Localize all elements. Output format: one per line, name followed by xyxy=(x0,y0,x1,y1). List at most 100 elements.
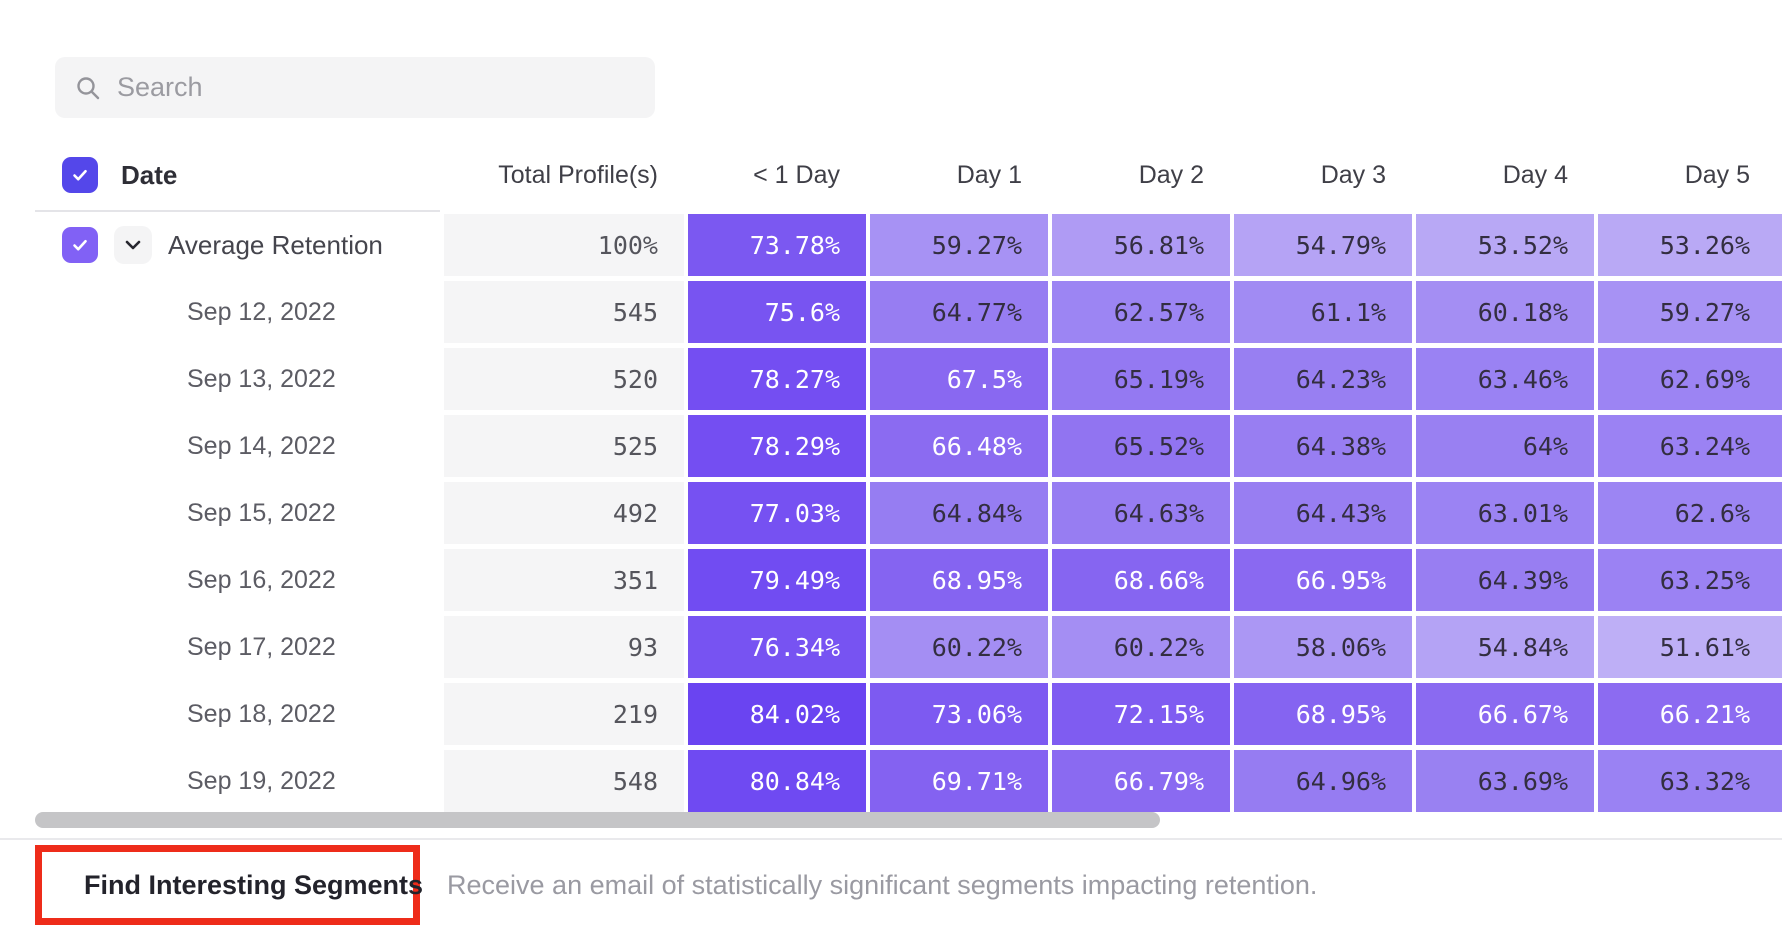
total-profiles-cell: 548 xyxy=(444,750,684,812)
checkmark-icon xyxy=(73,239,87,251)
header-divider xyxy=(35,210,440,212)
retention-value-cell[interactable]: 65.52% xyxy=(1052,415,1230,477)
retention-value-cell[interactable]: 68.66% xyxy=(1052,549,1230,611)
retention-value-cell[interactable]: 53.52% xyxy=(1416,214,1594,276)
retention-value-cell[interactable]: 66.79% xyxy=(1052,750,1230,812)
search-input[interactable] xyxy=(117,72,635,103)
column-header-day-2: Day 2 xyxy=(1138,160,1204,189)
table-row: Sep 14, 2022 525 78.29% 66.48% 65.52% 64.38% 6… xyxy=(0,415,1782,477)
retention-value-cell[interactable]: 59.27% xyxy=(870,214,1048,276)
clipped-next-column-cell xyxy=(1776,750,1782,812)
retention-value-cell[interactable]: 59.27% xyxy=(1598,281,1776,343)
expand-collapse-button[interactable] xyxy=(114,226,152,264)
retention-value-cell[interactable]: 63.25% xyxy=(1598,549,1776,611)
table-row: Sep 18, 2022 219 84.02% 73.06% 72.15% 68.95% 6… xyxy=(0,683,1782,745)
retention-value-cell[interactable]: 76.34% xyxy=(688,616,866,678)
retention-value-cell[interactable]: 65.19% xyxy=(1052,348,1230,410)
column-header-day-4: Day 4 xyxy=(1502,160,1568,189)
find-interesting-segments-button[interactable]: Find Interesting Segments xyxy=(84,869,424,900)
retention-value-cell[interactable]: 53.26% xyxy=(1598,214,1776,276)
row-label-cell: Average Retention xyxy=(35,214,440,276)
retention-value-cell[interactable]: 56.81% xyxy=(1052,214,1230,276)
retention-value-cell[interactable]: 68.95% xyxy=(870,549,1048,611)
retention-value-cell[interactable]: 64.96% xyxy=(1234,750,1412,812)
table-row: Sep 17, 2022 93 76.34% 60.22% 60.22% 58.06% 54… xyxy=(0,616,1782,678)
retention-value-cell[interactable]: 67.5% xyxy=(870,348,1048,410)
search-box[interactable] xyxy=(55,57,655,118)
retention-value-cell[interactable]: 60.18% xyxy=(1416,281,1594,343)
retention-value-cell[interactable]: 68.95% xyxy=(1234,683,1412,745)
total-profiles-cell: 520 xyxy=(444,348,684,410)
chevron-down-icon xyxy=(125,240,141,250)
retention-value-cell[interactable]: 54.84% xyxy=(1416,616,1594,678)
retention-value-cell[interactable]: 64.84% xyxy=(870,482,1048,544)
find-interesting-segments-annotation[interactable]: Find Interesting Segments xyxy=(35,845,424,925)
retention-value-cell[interactable]: 63.46% xyxy=(1416,348,1594,410)
retention-value-cell[interactable]: 61.1% xyxy=(1234,281,1412,343)
retention-value-cell[interactable]: 64.38% xyxy=(1234,415,1412,477)
retention-value-cell[interactable]: 63.24% xyxy=(1598,415,1776,477)
retention-value-cell[interactable]: 66.95% xyxy=(1234,549,1412,611)
clipped-next-column-cell xyxy=(1776,415,1782,477)
retention-value-cell[interactable]: 64.77% xyxy=(870,281,1048,343)
clipped-next-column-cell xyxy=(1776,214,1782,276)
retention-value-cell[interactable]: 66.67% xyxy=(1416,683,1594,745)
column-header-lt-1-day: < 1 Day xyxy=(753,160,840,189)
retention-value-cell[interactable]: 62.57% xyxy=(1052,281,1230,343)
row-label-cell: Sep 19, 2022 xyxy=(35,750,440,812)
retention-value-cell[interactable]: 78.27% xyxy=(688,348,866,410)
retention-value-cell[interactable]: 80.84% xyxy=(688,750,866,812)
table-row: Sep 12, 2022 545 75.6% 64.77% 62.57% 61.1% 60.… xyxy=(0,281,1782,343)
clipped-next-column-cell xyxy=(1776,549,1782,611)
date-label: Sep 19, 2022 xyxy=(187,766,336,795)
row-label-cell: Sep 12, 2022 xyxy=(35,281,440,343)
retention-value-cell[interactable]: 84.02% xyxy=(688,683,866,745)
retention-value-cell[interactable]: 66.21% xyxy=(1598,683,1776,745)
row-label-cell: Sep 15, 2022 xyxy=(35,482,440,544)
retention-value-cell[interactable]: 64.63% xyxy=(1052,482,1230,544)
average-retention-label: Average Retention xyxy=(168,229,383,260)
retention-value-cell[interactable]: 63.69% xyxy=(1416,750,1594,812)
retention-value-cell[interactable]: 54.79% xyxy=(1234,214,1412,276)
search-icon xyxy=(77,76,100,99)
table-body: Average Retention 100% 73.78% 59.27% 56.81% 5… xyxy=(0,214,1782,817)
table-row: Sep 13, 2022 520 78.27% 67.5% 65.19% 64.23% 63… xyxy=(0,348,1782,410)
retention-value-cell[interactable]: 64.23% xyxy=(1234,348,1412,410)
column-header-total-profiles: Total Profile(s) xyxy=(498,160,658,189)
retention-value-cell[interactable]: 73.06% xyxy=(870,683,1048,745)
row-label-cell: Sep 13, 2022 xyxy=(35,348,440,410)
retention-value-cell[interactable]: 64.39% xyxy=(1416,549,1594,611)
segments-description: Receive an email of statistically signif… xyxy=(447,869,1318,900)
retention-value-cell[interactable]: 72.15% xyxy=(1052,683,1230,745)
retention-value-cell[interactable]: 58.06% xyxy=(1234,616,1412,678)
retention-value-cell[interactable]: 64% xyxy=(1416,415,1594,477)
retention-value-cell[interactable]: 51.61% xyxy=(1598,616,1776,678)
retention-value-cell[interactable]: 78.29% xyxy=(688,415,866,477)
column-header-date: Date xyxy=(121,159,178,190)
table-row: Sep 19, 2022 548 80.84% 69.71% 66.79% 64.96% 6… xyxy=(0,750,1782,812)
retention-value-cell[interactable]: 77.03% xyxy=(688,482,866,544)
retention-value-cell[interactable]: 62.6% xyxy=(1598,482,1776,544)
retention-value-cell[interactable]: 63.01% xyxy=(1416,482,1594,544)
column-header-day-5: Day 5 xyxy=(1684,160,1750,189)
checkmark-icon xyxy=(73,169,87,181)
retention-value-cell[interactable]: 62.69% xyxy=(1598,348,1776,410)
retention-value-cell[interactable]: 69.71% xyxy=(870,750,1048,812)
date-label: Sep 15, 2022 xyxy=(187,498,336,527)
row-label-cell: Sep 14, 2022 xyxy=(35,415,440,477)
retention-value-cell[interactable]: 60.22% xyxy=(870,616,1048,678)
date-label: Sep 14, 2022 xyxy=(187,431,336,460)
retention-value-cell[interactable]: 73.78% xyxy=(688,214,866,276)
average-retention-checkbox[interactable] xyxy=(62,227,98,263)
clipped-next-column-cell xyxy=(1776,482,1782,544)
retention-value-cell[interactable]: 64.43% xyxy=(1234,482,1412,544)
select-all-checkbox[interactable] xyxy=(62,157,98,193)
retention-value-cell[interactable]: 79.49% xyxy=(688,549,866,611)
retention-value-cell[interactable]: 63.32% xyxy=(1598,750,1776,812)
horizontal-scrollbar[interactable] xyxy=(35,812,1160,828)
retention-value-cell[interactable]: 60.22% xyxy=(1052,616,1230,678)
retention-value-cell[interactable]: 75.6% xyxy=(688,281,866,343)
clipped-next-column-cell xyxy=(1776,348,1782,410)
retention-value-cell[interactable]: 66.48% xyxy=(870,415,1048,477)
date-label: Sep 18, 2022 xyxy=(187,699,336,728)
